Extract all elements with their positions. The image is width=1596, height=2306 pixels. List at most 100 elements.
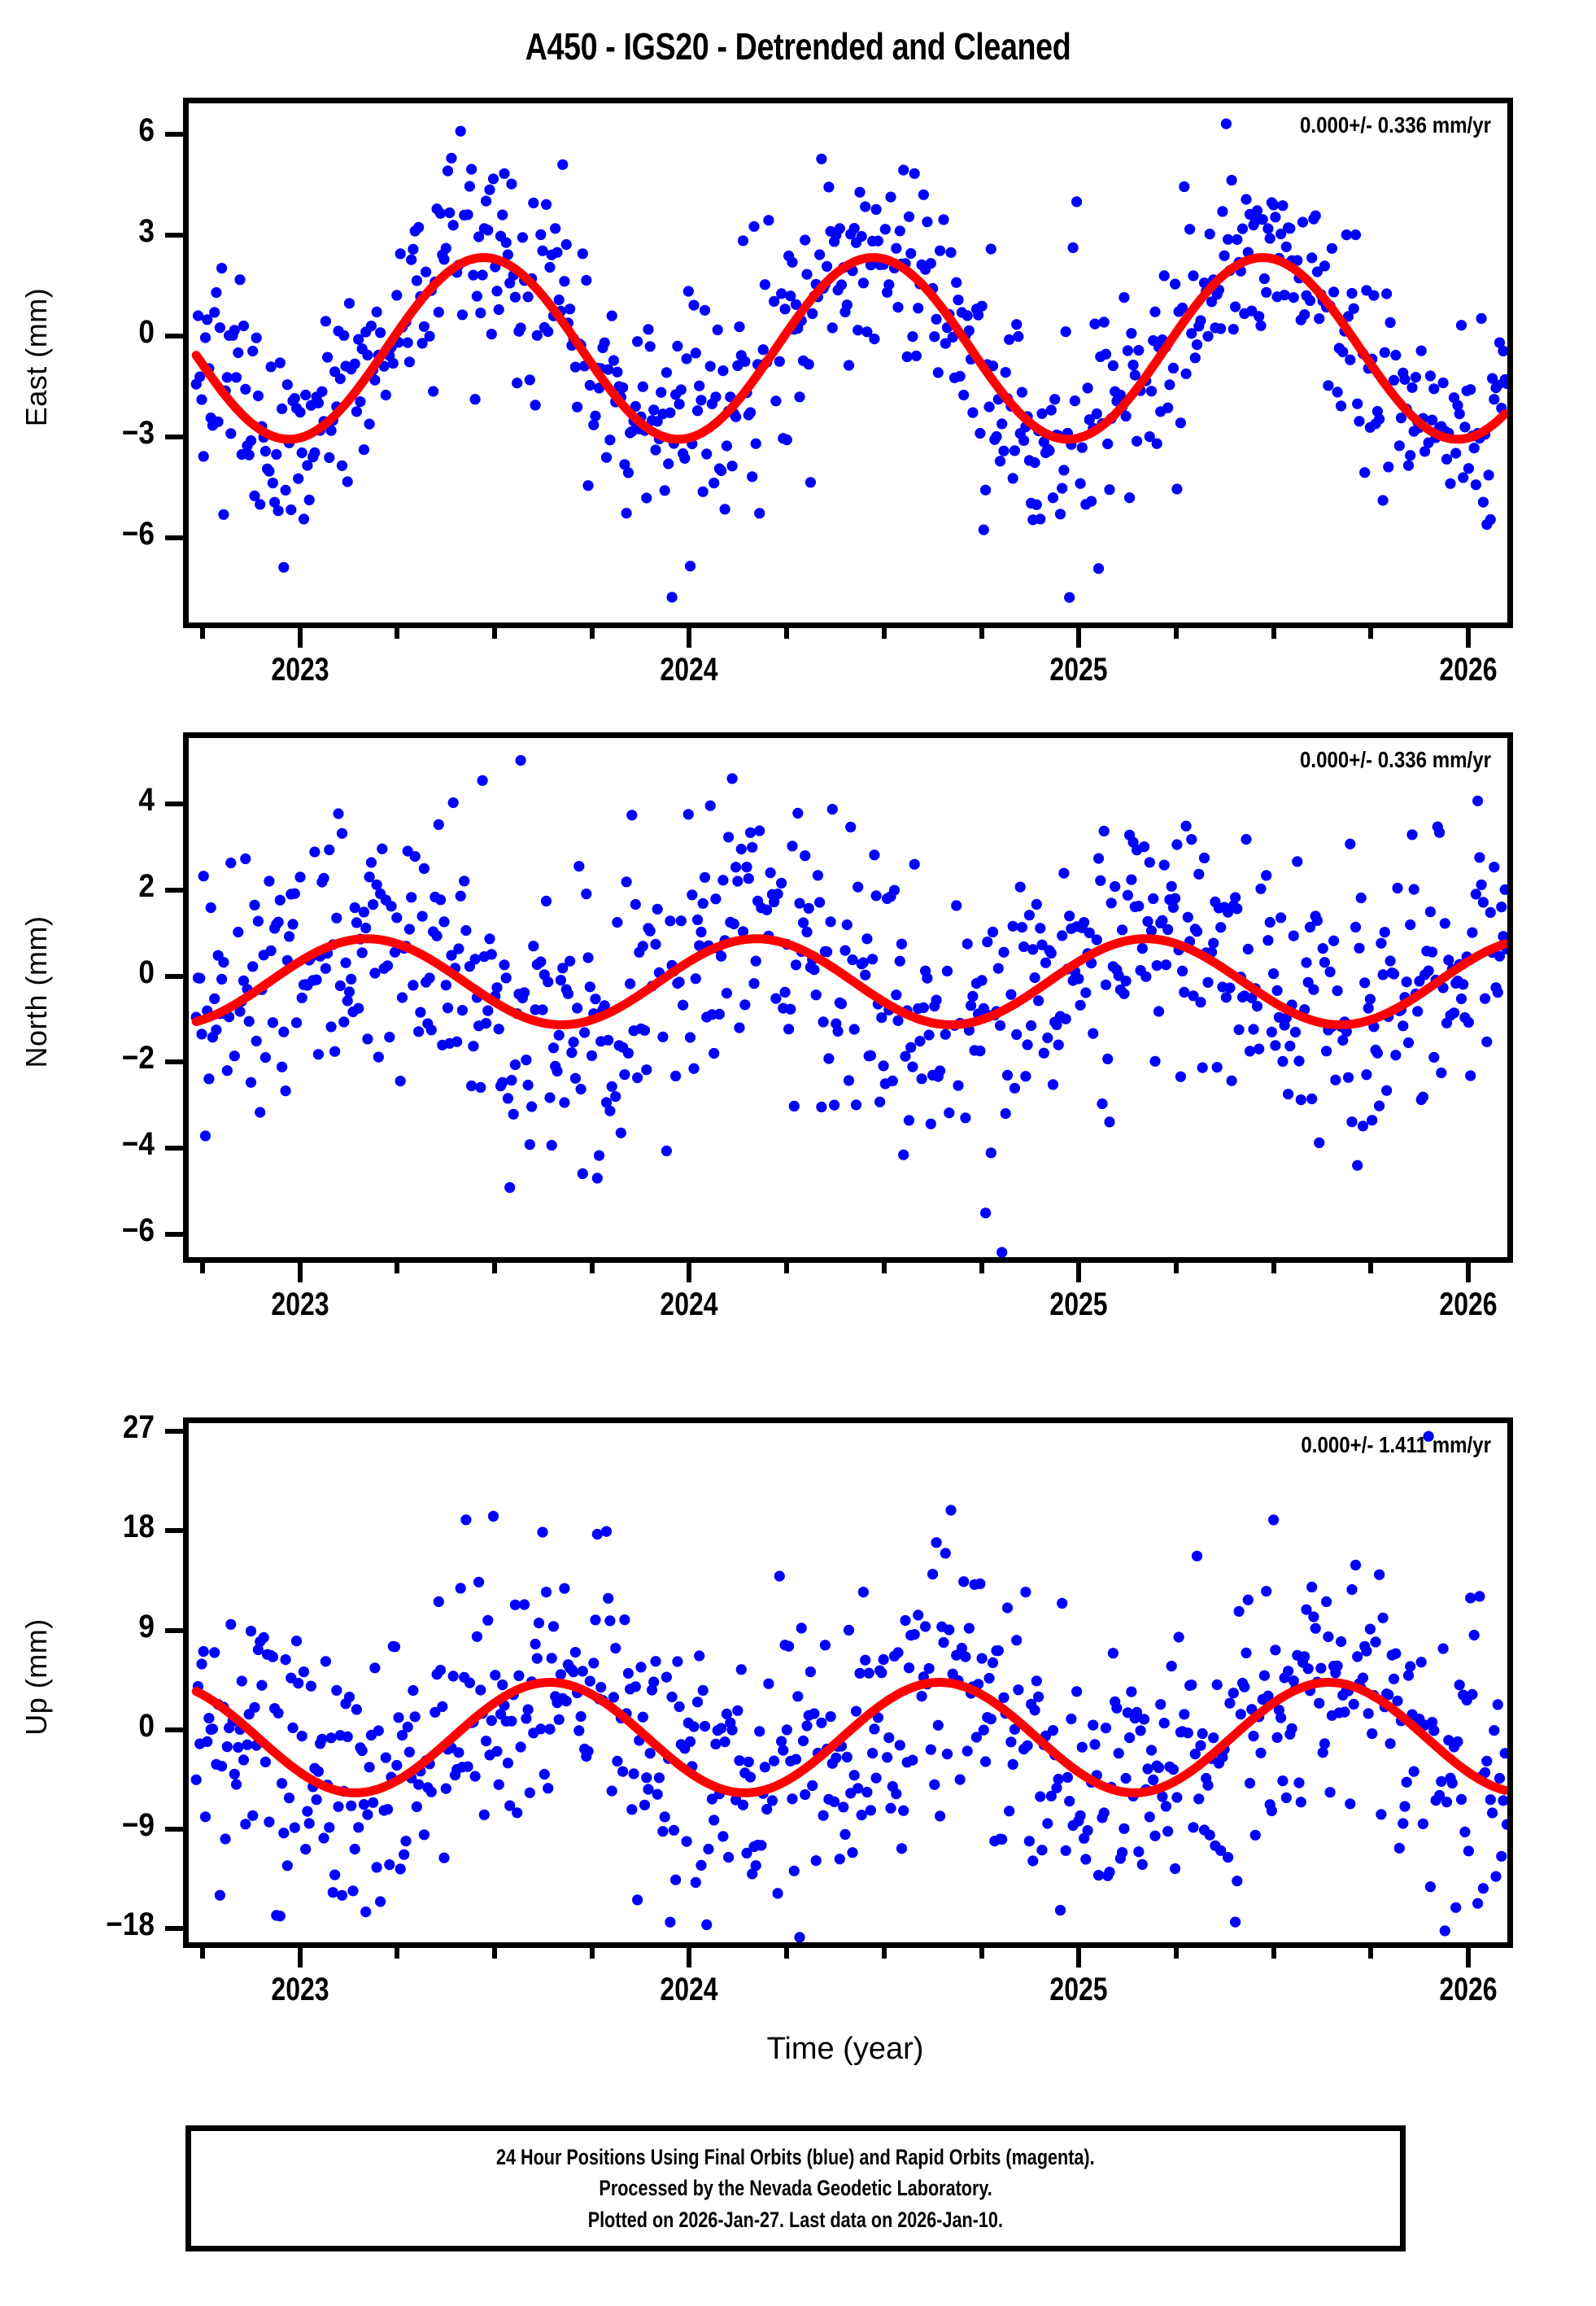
x-tick-mark-minor [199,628,205,639]
x-tick-label-north-2023: 2023 [271,1286,329,1322]
x-tick-label-north-2026: 2026 [1439,1286,1498,1322]
x-tick-label-up-2023: 2023 [271,1972,329,2007]
data-points-east [190,118,1507,603]
x-tick-mark-minor [1368,1948,1374,1959]
seasonal-fit-line-north [191,934,1507,1029]
footer-line-3: Plotted on 2026-Jan-27. Last data on 202… [587,2207,1004,2232]
footer-line-2: Processed by the Nevada Geodetic Laborat… [599,2176,992,2201]
footer-caption-box: 24 Hour Positions Using Final Orbits (bl… [185,2125,1406,2251]
y-tick-mark [165,1826,183,1832]
x-tick-mark-minor [1368,628,1374,639]
y-tick-label-north-4: −4 [121,1126,155,1163]
x-tick-label-east-2025: 2025 [1049,652,1108,688]
x-tick-label-east-2024: 2024 [660,652,719,688]
rate-annotation-up: 0.000+/- 1.411 mm/yr [1301,1432,1491,1457]
x-tick-mark-minor [199,1263,205,1273]
y-tick-label-up-0: 27 [122,1409,155,1446]
y-tick-label-up-2: 9 [138,1608,155,1644]
y-tick-mark [165,232,183,238]
x-tick-mark-major [687,1263,692,1282]
x-tick-mark-minor [979,1948,984,1959]
y-tick-mark [165,333,183,338]
x-tick-mark-minor [1271,1948,1276,1959]
y-tick-mark [165,1146,183,1151]
chart-panel-up [183,1417,1513,1948]
y-tick-label-east-0: 6 [138,111,155,148]
x-tick-mark-minor [1271,628,1276,639]
x-tick-mark-major [1466,1948,1472,1968]
x-tick-mark-major [687,1948,692,1968]
x-tick-mark-major [297,628,303,648]
x-tick-mark-minor [492,628,498,639]
x-tick-label-north-2024: 2024 [660,1286,719,1322]
x-tick-mark-minor [1174,628,1179,639]
y-axis-label-north: North (mm) [20,915,53,1068]
y-tick-mark [165,1627,183,1633]
rate-annotation-north: 0.000+/- 0.336 mm/yr [1300,747,1491,772]
y-tick-label-up-5: −18 [106,1906,155,1943]
x-tick-mark-minor [784,628,790,639]
x-tick-mark-major [1466,628,1472,648]
x-tick-mark-minor [1174,1263,1179,1273]
y-tick-label-east-4: −6 [121,516,155,552]
x-tick-label-up-2026: 2026 [1439,1972,1498,2007]
y-tick-label-north-2: 0 [138,954,155,990]
x-tick-mark-minor [784,1263,790,1273]
x-tick-mark-major [687,628,692,648]
y-tick-label-up-1: 18 [122,1509,155,1545]
rate-annotation-east: 0.000+/- 0.336 mm/yr [1300,112,1491,138]
y-tick-mark [165,1727,183,1732]
plot-area-up [190,1430,1507,1942]
x-tick-mark-minor [395,1948,400,1959]
x-tick-label-east-2023: 2023 [271,652,329,688]
seasonal-fit-line-up [191,1678,1507,1797]
x-tick-mark-minor [979,1263,984,1273]
y-tick-mark [165,887,183,893]
x-tick-mark-minor [589,1263,595,1273]
plot-area-north [190,754,1507,1257]
y-tick-label-up-4: −9 [121,1806,155,1843]
y-tick-label-east-2: 0 [138,313,155,350]
footer-line-1: 24 Hour Positions Using Final Orbits (bl… [496,2145,1095,2169]
x-tick-mark-major [297,1263,303,1282]
y-axis-label-east: East (mm) [20,287,53,426]
x-tick-mark-minor [395,628,400,639]
x-tick-label-north-2025: 2025 [1049,1286,1108,1322]
y-tick-mark [165,1231,183,1237]
y-tick-mark [165,434,183,439]
x-tick-mark-minor [492,1948,498,1959]
x-tick-mark-minor [589,1948,595,1959]
y-tick-mark [165,131,183,137]
y-tick-label-north-0: 4 [138,782,155,819]
x-tick-label-east-2026: 2026 [1439,652,1498,688]
y-tick-mark [165,973,183,979]
x-tick-label-up-2025: 2025 [1049,1972,1108,2007]
x-tick-mark-minor [881,628,887,639]
y-tick-label-up-3: 0 [138,1707,155,1744]
plot-area-east [190,118,1507,603]
x-tick-mark-minor [979,628,984,639]
chart-panel-east [183,98,1513,628]
x-tick-mark-minor [492,1263,498,1273]
x-tick-mark-minor [881,1948,887,1959]
y-tick-mark [165,801,183,807]
y-tick-mark [165,1059,183,1065]
y-tick-label-east-1: 3 [138,212,155,249]
x-tick-mark-minor [784,1948,790,1959]
chart-panel-north [183,732,1513,1263]
y-axis-label-up: Up (mm) [20,1618,53,1736]
seasonal-fit-line-east [191,253,1507,444]
x-tick-mark-minor [1174,1948,1179,1959]
y-tick-mark [165,535,183,540]
x-tick-mark-minor [589,628,595,639]
y-tick-label-east-3: −3 [121,414,155,451]
x-tick-mark-major [1076,1948,1082,1968]
x-tick-mark-major [297,1948,303,1968]
x-tick-mark-minor [1271,1263,1276,1273]
x-tick-mark-minor [199,1948,205,1959]
data-points-up [190,1430,1507,1942]
x-tick-mark-major [1076,1263,1082,1282]
x-tick-mark-major [1466,1263,1472,1282]
y-tick-mark [165,1429,183,1435]
y-tick-label-north-3: −2 [121,1040,155,1077]
